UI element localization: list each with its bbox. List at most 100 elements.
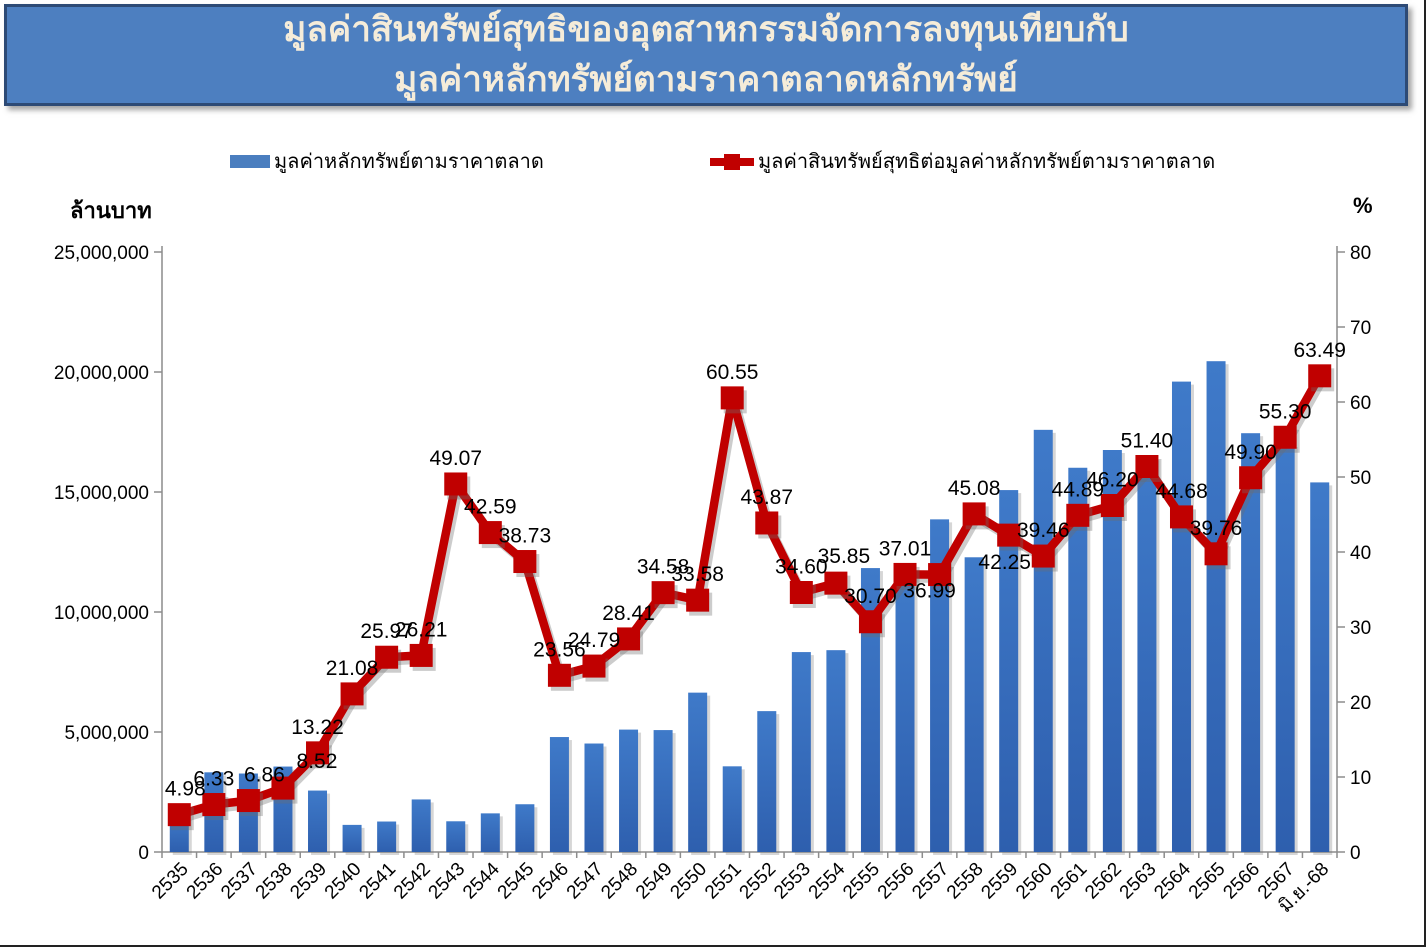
x-tick-label-2549: 2549 (632, 859, 677, 904)
bar-2548 (619, 729, 639, 852)
x-tick-label-2559: 2559 (977, 859, 1022, 904)
bar-2563 (1137, 457, 1157, 852)
x-tick-label-2552: 2552 (736, 859, 781, 904)
x-tick-label-2536: 2536 (183, 859, 228, 904)
x-tick-label-2561: 2561 (1047, 859, 1092, 904)
legend: มูลค่าหลักทรัพย์ตามราคาตลาด มูลค่าสินทรั… (0, 146, 1424, 176)
legend-item-nav-ratio: มูลค่าสินทรัพย์สุทธิต่อมูลค่าหลักทรัพย์ต… (710, 146, 1215, 176)
line-marker-2567 (1273, 425, 1297, 449)
bar-2558 (964, 557, 984, 852)
line-marker-2543 (444, 472, 468, 496)
data-label-2547: 24.79 (568, 629, 621, 652)
bar-2550 (688, 692, 708, 852)
data-label-2557: 36.99 (903, 580, 956, 603)
bar-2551 (722, 766, 742, 852)
x-tick-label-2556: 2556 (874, 859, 919, 904)
data-label-2548: 28.41 (602, 602, 655, 625)
x-tick-label-2548: 2548 (597, 859, 642, 904)
data-label-2556: 37.01 (879, 537, 932, 560)
data-label-2553: 34.60 (775, 556, 828, 579)
data-label-2542: 26.21 (395, 618, 448, 641)
bar-2556 (895, 576, 915, 852)
bar-2542 (411, 799, 431, 852)
x-tick-label-2540: 2540 (321, 859, 366, 904)
x-tick-label-2535: 2535 (148, 859, 193, 904)
legend-label-market-cap: มูลค่าหลักทรัพย์ตามราคาตลาด (274, 151, 544, 173)
bar-2547 (584, 743, 604, 852)
line-marker-2537 (236, 789, 260, 813)
bar-2555 (860, 568, 880, 852)
left-axis-title: ล้านบาท (70, 198, 152, 223)
data-label-2543: 49.07 (429, 447, 482, 470)
data-label-มิ.ย.-68: 63.49 (1293, 339, 1346, 362)
line-marker-2535 (167, 803, 191, 827)
left-axis-tick-label: 5,000,000 (64, 723, 149, 744)
left-axis-tick-label: 10,000,000 (54, 603, 149, 624)
line-marker-2566 (1239, 466, 1263, 490)
right-axis-tick-label: 10 (1350, 768, 1371, 789)
x-tick-label-2541: 2541 (355, 859, 400, 904)
data-label-2549: 34.58 (637, 556, 690, 579)
right-axis-tick-label: 30 (1350, 618, 1371, 639)
bar-2561 (1068, 467, 1088, 852)
line-marker-2540 (340, 682, 364, 706)
line-marker-2559 (997, 523, 1021, 547)
x-tick-label-2544: 2544 (459, 858, 504, 903)
line-marker-2551 (720, 386, 744, 410)
line-marker-2562 (1100, 494, 1124, 517)
data-label-2550: 33.58 (671, 563, 724, 586)
bar-2541 (377, 821, 397, 852)
line-marker-2560 (1031, 544, 1055, 568)
x-tick-label-2547: 2547 (563, 859, 608, 904)
bar-2540 (342, 824, 362, 852)
line-marker-2542 (409, 643, 433, 667)
legend-label-nav-ratio: มูลค่าสินทรัพย์สุทธิต่อมูลค่าหลักทรัพย์ต… (758, 151, 1216, 173)
left-axis-tick-label: 0 (138, 843, 149, 864)
x-tick-label-2551: 2551 (701, 859, 746, 904)
data-label-2536: 6.33 (193, 768, 234, 791)
right-axis-tick-label: 50 (1350, 468, 1371, 489)
data-label-2545: 38.73 (499, 525, 552, 548)
bar-2553 (791, 652, 811, 852)
line-marker-2563 (1135, 455, 1159, 478)
bar-2564 (1171, 381, 1191, 852)
bar-2560 (1033, 429, 1053, 852)
line-marker-swatch-icon (710, 153, 754, 170)
bar-2566 (1241, 433, 1261, 852)
x-tick-label-2545: 2545 (494, 859, 539, 904)
legend-item-market-cap: มูลค่าหลักทรัพย์ตามราคาตลาด (230, 146, 544, 176)
data-label-2551: 60.55 (706, 361, 759, 384)
x-tick-label-2558: 2558 (943, 859, 988, 904)
data-label-2561: 44.89 (1052, 478, 1105, 501)
x-tick-label-2555: 2555 (839, 859, 884, 904)
right-axis-title: % (1353, 193, 1373, 218)
data-label-2541: 25.97 (360, 620, 413, 643)
bar-2549 (653, 730, 673, 852)
data-label-2567: 55.30 (1259, 400, 1312, 423)
data-label-2539: 13.22 (291, 716, 344, 739)
left-axis-tick-label: 25,000,000 (54, 243, 149, 264)
x-tick-label-2543: 2543 (425, 859, 470, 904)
bar-2562 (1102, 450, 1122, 852)
bar-2543 (446, 821, 466, 852)
line-marker-2548 (617, 627, 641, 651)
line-marker-2558 (962, 502, 986, 526)
data-label-2555: 30.70 (844, 585, 897, 608)
x-tick-label-2553: 2553 (770, 859, 815, 904)
bar-2565 (1206, 361, 1226, 852)
x-tick-label-2564: 2564 (1150, 858, 1195, 903)
chart-title-banner: มูลค่าสินทรัพย์สุทธิของอุตสาหกรรมจัดการล… (4, 4, 1408, 106)
line-marker-2550 (686, 588, 710, 612)
x-tick-label-2563: 2563 (1116, 859, 1161, 904)
chart-title-line1: มูลค่าสินทรัพย์สุทธิของอุตสาหกรรมจัดการล… (283, 10, 1129, 49)
line-marker-2552 (755, 511, 779, 535)
chart-title-line2: มูลค่าหลักทรัพย์ตามราคาตลาดหลักทรัพย์ (394, 60, 1018, 99)
bar-2559 (999, 490, 1019, 852)
right-axis-tick-label: 20 (1350, 693, 1371, 714)
line-marker-2556 (893, 562, 917, 586)
line-marker-2564 (1169, 505, 1193, 529)
line-marker-2544 (478, 521, 502, 545)
x-tick-label-2539: 2539 (286, 859, 331, 904)
